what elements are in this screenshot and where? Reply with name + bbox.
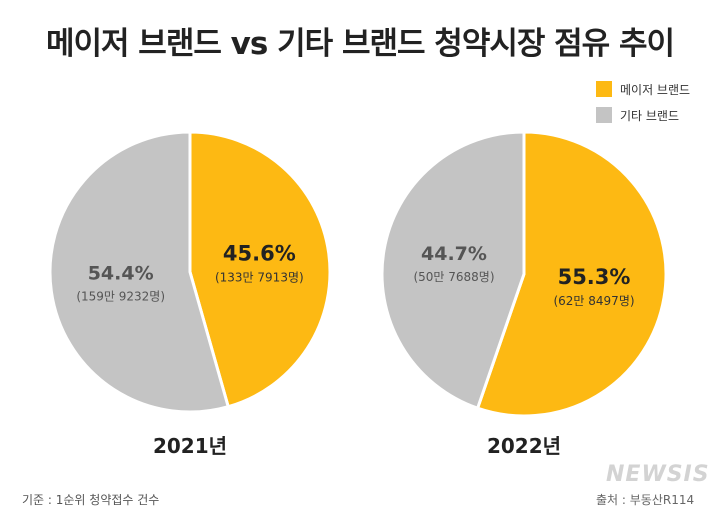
legend-label: 메이저 브랜드 (620, 82, 691, 97)
pct-label: 45.6% (223, 241, 296, 265)
year-label-2022: 2022년 (486, 434, 562, 458)
pie-slice-1-1 (380, 130, 526, 411)
count-label: (50만 7688명) (413, 270, 494, 284)
legend-label: 기타 브랜드 (620, 108, 680, 123)
legend-item-major: 메이저 브랜드 (596, 76, 690, 102)
pct-label: 55.3% (558, 265, 631, 289)
pie-slice-0-0 (188, 130, 332, 409)
chart-title: 메이저 브랜드 vs 기타 브랜드 청약시장 점유 추이 (45, 26, 675, 62)
legend-swatch (596, 107, 612, 123)
watermark-logo: NEWSIS (606, 462, 710, 487)
pie-slice-0-1 (48, 130, 231, 414)
legend-item-other: 기타 브랜드 (596, 102, 690, 128)
pct-label: 54.4% (88, 263, 154, 285)
count-label: (133만 7913명) (215, 270, 304, 284)
legend: 메이저 브랜드 기타 브랜드 (596, 76, 690, 128)
legend-swatch (596, 81, 612, 97)
source-note: 출처 : 부동산R114 (596, 493, 695, 507)
count-label: (159만 9232명) (76, 290, 165, 304)
basis-note: 기준 : 1순위 청약접수 건수 (22, 493, 160, 507)
year-label-2021: 2021년 (152, 434, 228, 458)
pct-label: 44.7% (421, 243, 487, 265)
count-label: (62만 8497명) (553, 294, 634, 308)
